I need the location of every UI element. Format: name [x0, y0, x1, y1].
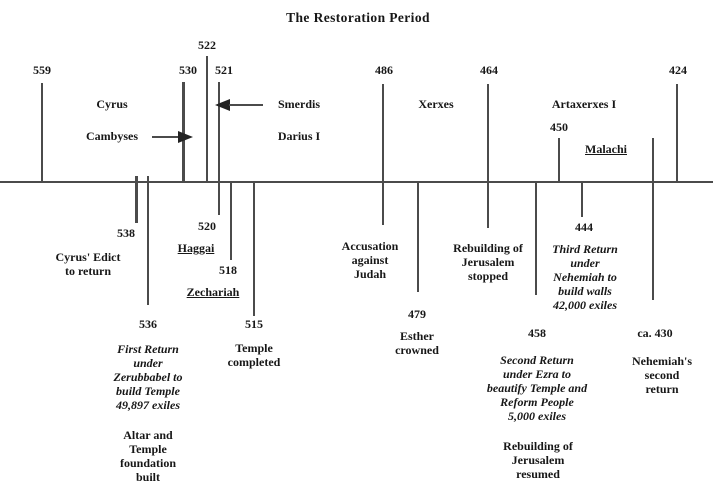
timeline-axis	[0, 181, 713, 183]
cambyses-arrow-line	[152, 136, 180, 138]
tick-458	[535, 183, 537, 295]
date-464: 464	[480, 63, 498, 77]
date-479: 479	[408, 307, 426, 321]
prophet-malachi: Malachi	[585, 142, 627, 156]
date-559: 559	[33, 63, 51, 77]
date-521: 521	[215, 63, 233, 77]
label-second-return: Second Return under Ezra to beautify Tem…	[486, 353, 588, 423]
tick-559	[41, 83, 43, 182]
ruler-darius: Darius I	[277, 129, 321, 143]
tick-424	[676, 84, 678, 182]
cambyses-arrow-icon	[178, 131, 193, 143]
prophet-haggai: Haggai	[177, 241, 215, 255]
label-rebuilding-stopped: Rebuilding of Jerusalem stopped	[453, 241, 523, 283]
label-nehemiah-second-return: Nehemiah's second return	[632, 354, 692, 396]
tick-486	[382, 84, 384, 225]
tick-522	[206, 56, 208, 182]
tick-430	[652, 138, 654, 300]
label-esther-crowned: Esther crowned	[395, 329, 439, 357]
tick-515	[253, 183, 255, 316]
date-518: 518	[219, 263, 237, 277]
tick-444	[581, 183, 583, 217]
ruler-xerxes: Xerxes	[418, 97, 454, 111]
label-altar-foundation: Altar and Temple foundation built	[119, 428, 177, 484]
tick-479	[417, 183, 419, 292]
smerdis-arrow-line	[229, 104, 263, 106]
date-522: 522	[198, 38, 216, 52]
label-temple-completed: Temple completed	[227, 341, 281, 369]
label-rebuilding-resumed: Rebuilding of Jerusalem resumed	[503, 439, 573, 481]
tick-450	[558, 138, 560, 183]
tick-538	[135, 176, 138, 223]
page-title: The Restoration Period	[286, 10, 430, 25]
tick-536	[147, 176, 149, 305]
tick-521-520	[218, 82, 220, 215]
date-520: 520	[198, 219, 216, 233]
label-cyrus-edict: Cyrus' Edict to return	[55, 250, 121, 278]
label-accusation-judah: Accusation against Judah	[341, 239, 399, 281]
tick-464	[487, 84, 489, 228]
ruler-artaxerxes: Artaxerxes I	[551, 97, 617, 111]
date-444: 444	[575, 220, 593, 234]
prophet-zechariah: Zechariah	[186, 285, 240, 299]
date-536: 536	[139, 317, 157, 331]
date-430: ca. 430	[637, 326, 673, 340]
label-first-return: First Return under Zerubbabel to build T…	[113, 342, 183, 412]
tick-518	[230, 183, 232, 260]
date-515: 515	[245, 317, 263, 331]
ruler-cyrus: Cyrus	[96, 97, 128, 111]
date-530: 530	[179, 63, 197, 77]
smerdis-arrow-icon	[215, 99, 230, 111]
ruler-smerdis: Smerdis	[278, 97, 320, 111]
date-424: 424	[669, 63, 687, 77]
label-third-return: Third Return under Nehemiah to build wal…	[552, 242, 618, 312]
ruler-cambyses: Cambyses	[85, 129, 139, 143]
date-486: 486	[375, 63, 393, 77]
date-450: 450	[550, 120, 568, 134]
date-538: 538	[117, 226, 135, 240]
date-458: 458	[528, 326, 546, 340]
